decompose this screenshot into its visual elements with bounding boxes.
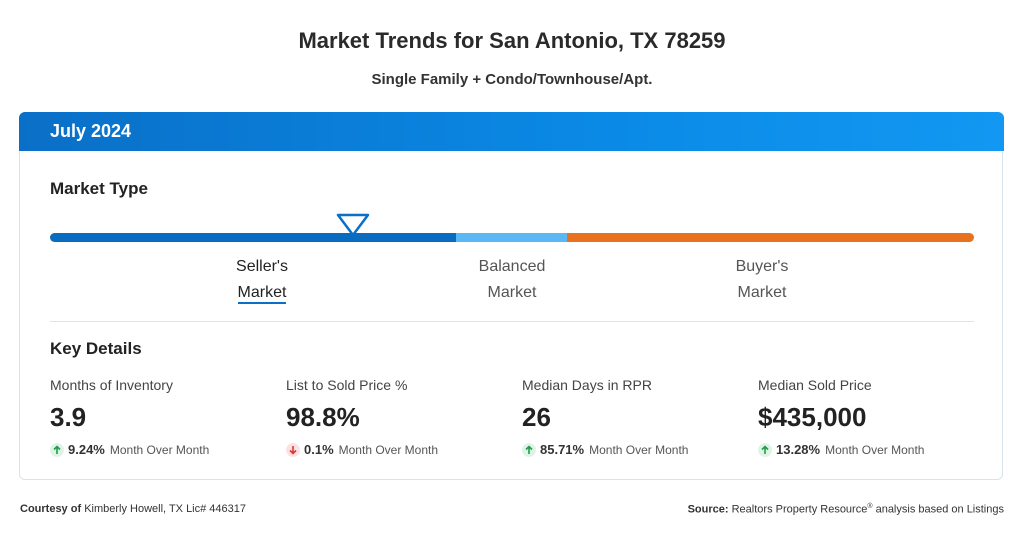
market-pointer <box>336 213 370 237</box>
change-label: Month Over Month <box>338 442 439 457</box>
metric-value: $435,000 <box>758 402 867 432</box>
market-option: Balanced Market <box>432 254 592 306</box>
metric: Median Sold Price $435,000 13.28% Month … <box>758 377 988 457</box>
source-name: Realtors Property Resource <box>731 503 868 516</box>
metric-value: 26 <box>522 402 551 432</box>
source-text: analysis based on Listings <box>875 503 1004 516</box>
section-heading: Key Details <box>50 339 142 358</box>
title: Market Trends for San Antonio, TX 78259 <box>298 28 726 53</box>
metric: Months of Inventory 3.9 9.24% Month Over… <box>50 377 280 457</box>
market-option: Buyer's Market <box>682 254 842 306</box>
source-label: Source: <box>687 503 729 516</box>
buyer-segment <box>567 233 974 242</box>
pointer-triangle <box>336 213 370 237</box>
change-label: Month Over Month <box>589 442 689 457</box>
option-line: Market <box>737 284 787 301</box>
metric-change: 0.1% Month Over Month <box>286 442 516 457</box>
option-line: Buyer's <box>735 258 789 275</box>
change-value: 0.1% <box>304 442 334 457</box>
seller-segment <box>50 233 456 242</box>
card-header <box>19 112 1004 151</box>
change-value: 13.28% <box>776 442 821 457</box>
market-option: Seller's Market <box>182 254 342 306</box>
metric-value: 98.8% <box>286 402 360 432</box>
metric-label: Median Sold Price <box>758 377 872 393</box>
up-icon <box>758 442 772 457</box>
metric-change: 85.71% Month Over Month <box>522 442 752 457</box>
metric-label: List to Sold Price % <box>286 377 408 393</box>
metric-label: Months of Inventory <box>50 377 173 393</box>
footer-courtesy: Courtesy of Kimberly Howell, TX Lic# 446… <box>20 503 246 515</box>
metric: List to Sold Price % 98.8% 0.1% Month Ov… <box>286 377 516 457</box>
change-value: 85.71% <box>540 442 585 457</box>
balanced-segment <box>456 233 567 242</box>
metric-label: Median Days in RPR <box>522 377 652 393</box>
metric-change: 9.24% Month Over Month <box>50 442 280 457</box>
footer-source: Source: Realtors Property Resource® anal… <box>688 503 1004 516</box>
up-icon <box>50 442 64 457</box>
source-mark: ® <box>867 503 873 510</box>
option-line: Balanced <box>478 258 546 275</box>
up-icon <box>522 442 536 457</box>
divider <box>50 321 974 322</box>
change-label: Month Over Month <box>109 442 210 457</box>
subtitle: Single Family + Condo/Townhouse/Apt. <box>371 71 653 88</box>
metric-change: 13.28% Month Over Month <box>758 442 988 457</box>
period: July 2024 <box>50 121 132 141</box>
courtesy-label: Courtesy of <box>20 503 82 515</box>
metric: Median Days in RPR 26 85.71% Month Over … <box>522 377 752 457</box>
option-line: Seller's <box>236 258 288 275</box>
option-line: Market <box>487 284 537 301</box>
change-value: 9.24% <box>68 442 105 457</box>
courtesy-text: Kimberly Howell, TX Lic# 446317 <box>84 503 247 515</box>
change-label: Month Over Month <box>825 442 925 457</box>
metric-value: 3.9 <box>50 402 87 432</box>
option-line: Market <box>237 284 287 304</box>
section-heading: Market Type <box>50 179 148 198</box>
market-scale <box>50 233 974 242</box>
down-icon <box>286 442 300 457</box>
